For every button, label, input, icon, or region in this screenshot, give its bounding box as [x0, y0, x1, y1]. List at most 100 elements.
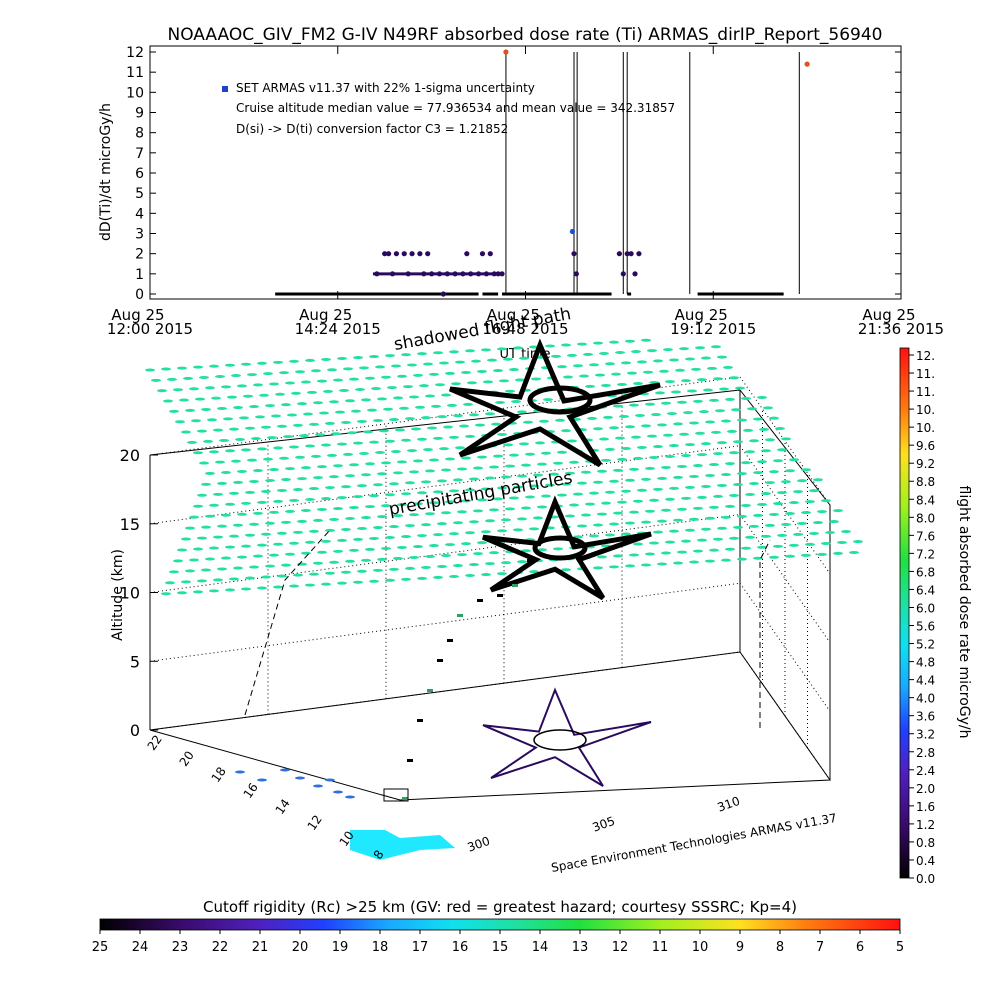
precip-dash	[515, 378, 525, 382]
precip-dash	[251, 437, 261, 441]
precip-dash	[673, 518, 683, 522]
x-tick-label-date: Aug 25	[862, 306, 915, 324]
precip-dash	[737, 418, 747, 422]
precip-dash	[469, 520, 479, 524]
precip-dash	[565, 514, 575, 518]
precip-dash	[337, 442, 347, 446]
precip-dash	[669, 529, 679, 533]
precip-dash	[327, 453, 337, 457]
precip-dash	[665, 380, 675, 384]
y-tick-label: 6	[135, 166, 144, 182]
precip-dash	[353, 495, 363, 499]
precip-dash	[167, 377, 177, 381]
precip-dash	[541, 451, 551, 455]
latitude-tick-label: 20	[177, 748, 197, 769]
precip-dash	[425, 469, 435, 473]
precip-dash	[341, 485, 351, 489]
shadow-dash	[257, 778, 267, 782]
precip-dash	[509, 453, 519, 457]
precip-dash	[721, 473, 731, 477]
precip-dash	[377, 397, 387, 401]
dose-colorbar-tick-label: 4.4	[916, 674, 935, 688]
precip-dash	[649, 455, 659, 459]
precip-dash	[209, 503, 219, 507]
rigidity-colorbar-tick-label: 10	[692, 940, 709, 955]
precip-dash	[465, 574, 475, 577]
longitude-tick-label: 300	[465, 834, 491, 855]
precip-dash	[295, 370, 305, 374]
precip-dash	[433, 351, 443, 355]
precip-dash	[681, 496, 691, 500]
precip-dash	[161, 367, 171, 371]
climb-segment	[407, 759, 413, 762]
precip-dash	[265, 479, 275, 482]
precip-dash	[645, 509, 655, 513]
precip-dash	[317, 465, 327, 469]
precip-dash	[509, 496, 519, 500]
precip-dash	[401, 492, 411, 496]
dose-colorbar-tick-label: 2.4	[916, 764, 935, 778]
precip-dash	[311, 369, 321, 373]
precip-dash	[247, 373, 257, 377]
precip-dash	[813, 521, 823, 525]
dose-colorbar-tick-label: 2.8	[916, 746, 935, 760]
precip-dash	[397, 374, 407, 378]
precip-dash	[373, 483, 383, 487]
legend-marker	[222, 86, 228, 92]
precip-dash	[249, 479, 259, 483]
dose-colorbar: 12. 11. 11. 10. 10. 9.6 9.2 8.8 8.4 8.0 7.6 7.2 6.8 6…	[899, 347, 972, 886]
precip-dash	[435, 383, 445, 387]
precip-dash	[459, 424, 469, 428]
precip-dash	[191, 419, 201, 423]
precip-dash	[647, 349, 657, 353]
precip-dash	[201, 482, 211, 486]
precip-dash	[641, 477, 651, 481]
annotation-cruise: Cruise altitude median value = 77.936534…	[236, 101, 675, 115]
precip-dash	[713, 377, 723, 381]
mid-track-loop	[532, 535, 588, 561]
precip-dash	[197, 429, 207, 433]
precip-dash	[359, 451, 369, 455]
precip-dash	[291, 391, 301, 395]
precip-dash	[231, 374, 241, 378]
precip-dash	[627, 371, 637, 375]
precip-dash	[441, 511, 451, 515]
precip-dash	[483, 380, 493, 384]
precip-dash	[353, 580, 363, 584]
precip-dash	[777, 491, 787, 495]
precip-dash	[229, 427, 239, 431]
precip-dash	[229, 577, 239, 581]
dose-point	[429, 271, 435, 277]
y-tick-label: 10	[126, 85, 144, 101]
precip-dash	[753, 556, 763, 560]
rigidity-colorbar-tick-label: 16	[452, 940, 469, 955]
y-tick-label: 5	[135, 186, 144, 202]
precip-dash	[593, 427, 603, 431]
precip-dash	[567, 439, 577, 443]
precip-dash	[523, 420, 533, 424]
precip-dash	[405, 417, 415, 421]
precip-dash	[391, 450, 401, 454]
precip-dash	[281, 520, 291, 524]
precip-dash	[355, 388, 365, 391]
precip-dash	[253, 383, 263, 387]
precip-dash	[693, 549, 703, 553]
shadow-dash	[313, 784, 323, 788]
precip-dash	[179, 398, 189, 402]
precip-dash	[301, 466, 311, 470]
precip-dash	[589, 491, 599, 495]
precip-dash	[375, 451, 385, 454]
precip-dash	[373, 526, 383, 530]
precip-dash	[687, 389, 697, 393]
coastline-patch	[350, 830, 455, 860]
precip-dash	[421, 565, 431, 569]
dose-colorbar-tick-label: 3.2	[916, 728, 935, 742]
precip-dash	[185, 408, 195, 412]
precip-dash	[713, 494, 723, 498]
precip-dash	[525, 452, 535, 456]
precip-dash	[497, 486, 507, 490]
precip-dash	[781, 437, 791, 441]
precip-dash	[399, 406, 409, 410]
climb-segment	[427, 689, 433, 692]
